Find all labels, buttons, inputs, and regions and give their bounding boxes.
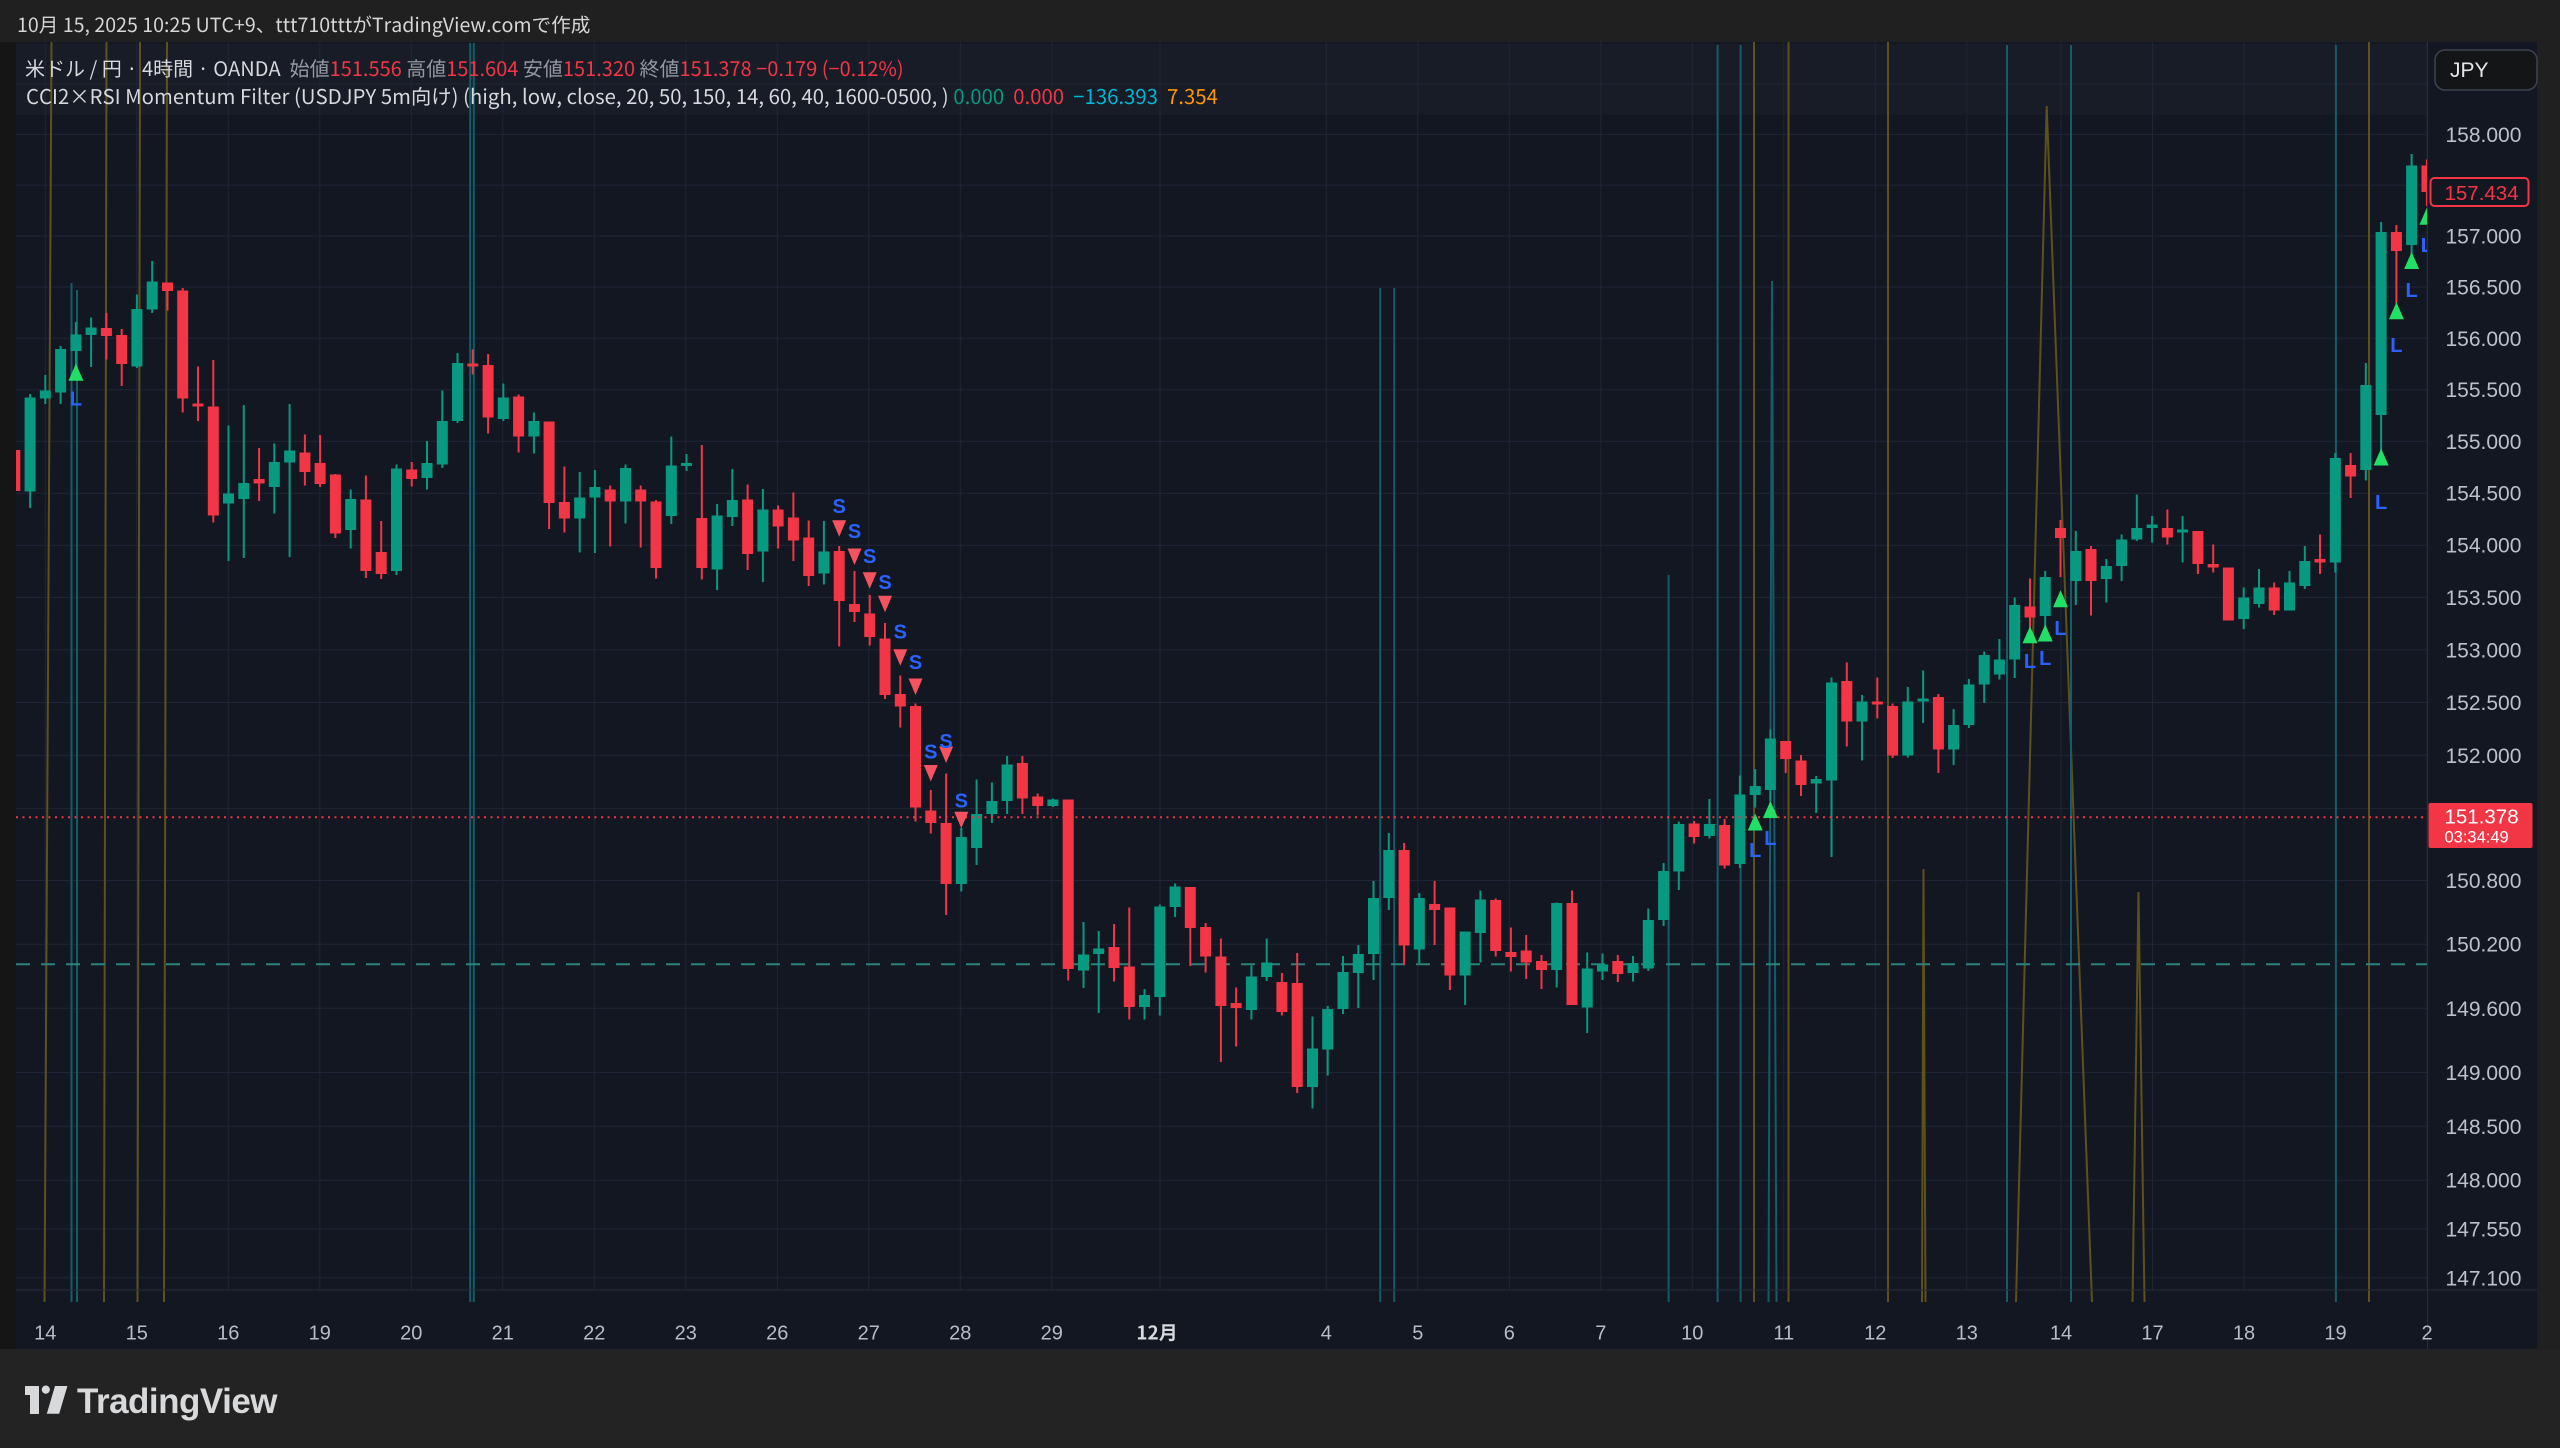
- svg-text:L: L: [2039, 648, 2051, 670]
- svg-text:149.000: 149.000: [2446, 1062, 2522, 1085]
- svg-text:155.500: 155.500: [2446, 379, 2522, 402]
- svg-text:S: S: [863, 546, 876, 568]
- svg-text:156.500: 156.500: [2446, 277, 2522, 300]
- svg-text:6: 6: [1504, 1323, 1515, 1345]
- svg-text:L: L: [1749, 840, 1761, 862]
- svg-text:23: 23: [675, 1323, 697, 1345]
- svg-text:4: 4: [1321, 1323, 1332, 1345]
- svg-text:147.550: 147.550: [2446, 1219, 2522, 1242]
- svg-text:19: 19: [309, 1323, 331, 1345]
- svg-text:151.378: 151.378: [2445, 806, 2519, 829]
- svg-text:156.000: 156.000: [2446, 328, 2522, 351]
- svg-text:16: 16: [217, 1323, 239, 1345]
- svg-text:JPY: JPY: [2450, 59, 2489, 82]
- svg-text:S: S: [894, 622, 907, 644]
- svg-text:153.500: 153.500: [2446, 587, 2522, 610]
- svg-text:152.000: 152.000: [2446, 745, 2522, 768]
- svg-text:11: 11: [1773, 1323, 1794, 1345]
- svg-text:7: 7: [1595, 1323, 1606, 1345]
- svg-text:157.434: 157.434: [2445, 182, 2519, 205]
- svg-text:L: L: [1764, 828, 1776, 850]
- svg-text:17: 17: [2141, 1323, 2163, 1345]
- svg-text:S: S: [955, 791, 968, 813]
- svg-text:10: 10: [1681, 1323, 1703, 1345]
- svg-text:150.800: 150.800: [2446, 870, 2522, 893]
- svg-text:S: S: [848, 521, 861, 543]
- svg-text:S: S: [924, 742, 937, 764]
- svg-text:TradingView: TradingView: [77, 1382, 278, 1421]
- svg-text:12: 12: [1864, 1323, 1886, 1345]
- svg-text:27: 27: [858, 1323, 880, 1345]
- svg-text:26: 26: [766, 1323, 788, 1345]
- svg-text:14: 14: [2050, 1323, 2072, 1345]
- svg-text:154.000: 154.000: [2446, 535, 2522, 558]
- svg-text:L: L: [2390, 335, 2402, 357]
- svg-text:13: 13: [1956, 1323, 1978, 1345]
- svg-text:147.100: 147.100: [2446, 1267, 2522, 1290]
- svg-text:L: L: [2405, 280, 2417, 302]
- svg-text:154.500: 154.500: [2446, 483, 2522, 506]
- svg-text:148.000: 148.000: [2446, 1170, 2522, 1193]
- svg-text:S: S: [833, 496, 846, 518]
- svg-text:L: L: [2375, 492, 2387, 514]
- svg-text:03:34:49: 03:34:49: [2445, 829, 2509, 847]
- svg-text:148.500: 148.500: [2446, 1116, 2522, 1139]
- svg-text:L: L: [2054, 618, 2066, 640]
- svg-text:S: S: [909, 652, 922, 674]
- svg-text:28: 28: [949, 1323, 971, 1345]
- svg-text:152.500: 152.500: [2446, 692, 2522, 715]
- svg-text:L: L: [2024, 651, 2036, 673]
- svg-text:2: 2: [2421, 1323, 2432, 1345]
- svg-text:18: 18: [2233, 1323, 2255, 1345]
- svg-text:L: L: [2421, 235, 2433, 257]
- svg-text:S: S: [878, 572, 891, 594]
- svg-text:158.000: 158.000: [2446, 124, 2522, 147]
- svg-text:150.200: 150.200: [2446, 934, 2522, 957]
- svg-text:22: 22: [583, 1323, 605, 1345]
- svg-text:157.000: 157.000: [2446, 226, 2522, 249]
- svg-text:20: 20: [400, 1323, 422, 1345]
- svg-text:29: 29: [1041, 1323, 1063, 1345]
- svg-text:19: 19: [2324, 1323, 2346, 1345]
- svg-text:14: 14: [34, 1323, 56, 1345]
- svg-text:155.000: 155.000: [2446, 431, 2522, 454]
- svg-text:L: L: [70, 389, 82, 411]
- svg-text:15: 15: [126, 1323, 148, 1345]
- svg-text:153.000: 153.000: [2446, 639, 2522, 662]
- svg-text:S: S: [939, 731, 952, 753]
- svg-text:149.600: 149.600: [2446, 998, 2522, 1021]
- svg-text:21: 21: [492, 1323, 514, 1345]
- svg-text:5: 5: [1412, 1323, 1423, 1345]
